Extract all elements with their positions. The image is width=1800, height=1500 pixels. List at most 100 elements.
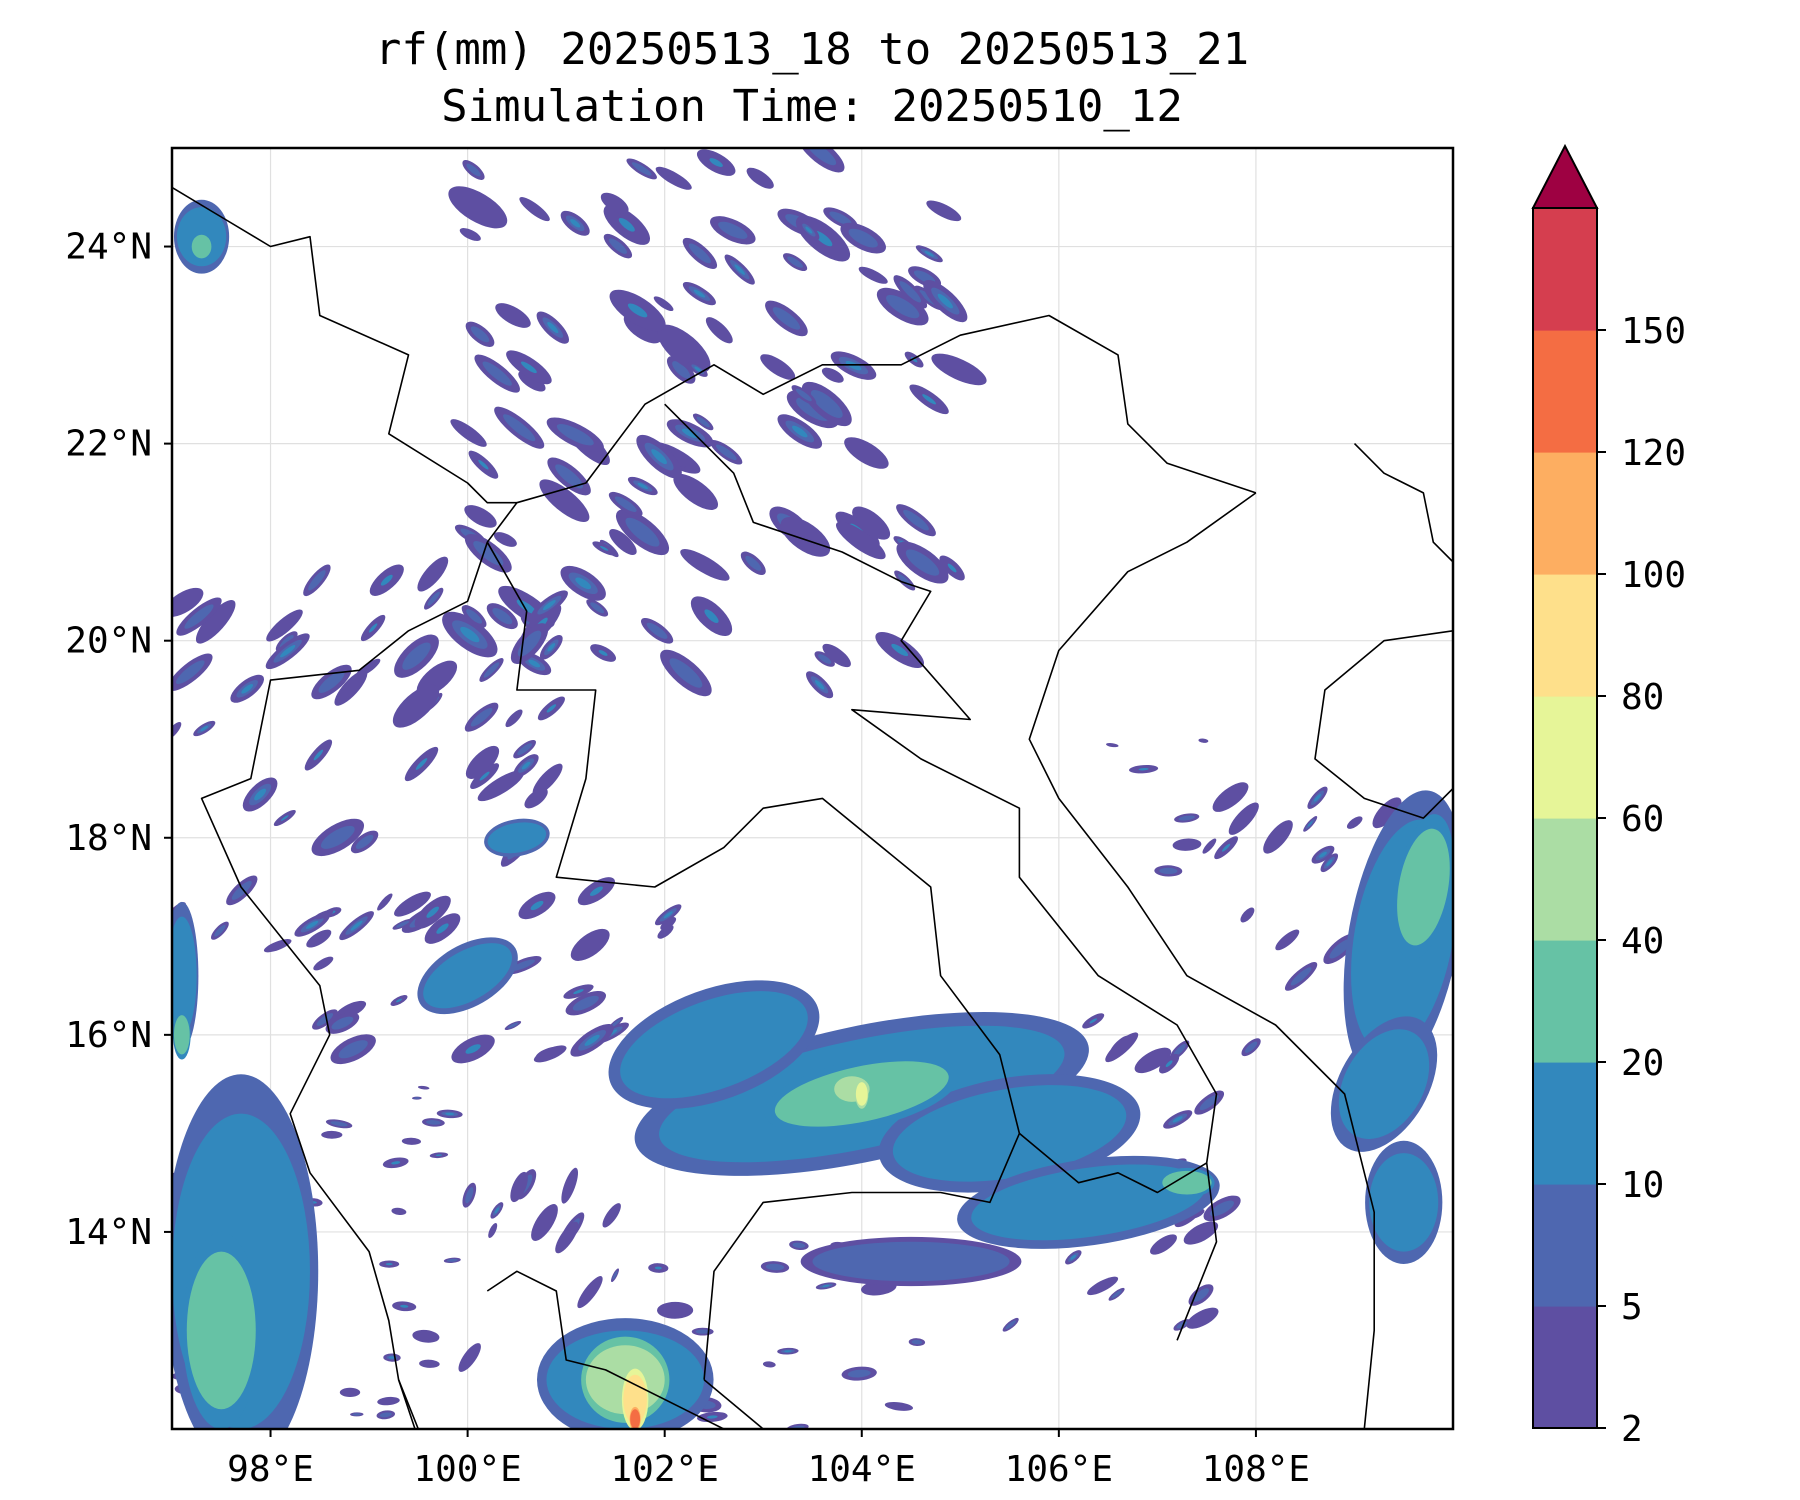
- rain-cell: [518, 891, 556, 920]
- rain-cell: [904, 351, 924, 368]
- rain-cell: [801, 381, 852, 427]
- rain-cell-2mm: [519, 197, 550, 222]
- rain-cell-5mm: [1178, 815, 1195, 821]
- rain-cell: [821, 367, 844, 383]
- rain-cell: [896, 541, 949, 584]
- rain-cell-10mm: [465, 1044, 481, 1054]
- rain-cell: [490, 1202, 504, 1219]
- rain-cell-2mm: [392, 684, 440, 728]
- map-background: [172, 148, 1453, 1429]
- rain-cell-5mm: [184, 604, 214, 629]
- colorbar-tick: 2: [1597, 1409, 1643, 1450]
- rain-cell-2mm: [1150, 1234, 1177, 1255]
- rain-cell: [304, 739, 333, 771]
- border-line: [172, 186, 518, 1429]
- rain-cell-10mm: [350, 920, 363, 931]
- rain-cell: [488, 1222, 498, 1239]
- rain-cell: [195, 600, 236, 644]
- rain-cell-10mm: [600, 546, 609, 551]
- rain-cell-5mm: [688, 243, 711, 264]
- rain-area: [812, 1241, 1010, 1282]
- rain-cell: [1214, 836, 1239, 860]
- colorbar-tick: 80: [1597, 677, 1664, 718]
- lon-tick: 100°E: [413, 1429, 522, 1490]
- rain-cell: [690, 596, 733, 637]
- rain-cell: [814, 651, 835, 667]
- colorbar-tick: 10: [1597, 1165, 1664, 1206]
- rain-cell-2mm: [394, 891, 431, 917]
- rain-cell: [797, 148, 845, 173]
- rain-cell-10mm: [709, 158, 723, 168]
- rain-cell-10mm: [478, 459, 489, 470]
- rain-cell: [1186, 1307, 1219, 1329]
- rain-cell-2mm: [746, 167, 774, 189]
- rain-cell-5mm: [331, 1016, 354, 1030]
- rain-cell-5mm: [352, 1413, 362, 1416]
- colorbar-segment: [1533, 574, 1597, 697]
- rain-area: [423, 943, 513, 1009]
- rain-cell: [1198, 738, 1209, 743]
- rain-cell: [626, 158, 657, 180]
- colorbar-tick-label: 60: [1621, 799, 1664, 840]
- rain-cell-2mm: [531, 1204, 558, 1241]
- rain-cell-5mm: [379, 1412, 392, 1418]
- rain-cell: [350, 1412, 364, 1417]
- rain-cell-5mm: [1005, 1320, 1016, 1330]
- rain-cell: [783, 253, 808, 272]
- rain-cell-2mm: [458, 1343, 481, 1372]
- rain-cell: [273, 809, 296, 827]
- rain-cell-2mm: [705, 317, 733, 344]
- lon-tick: 102°E: [611, 1429, 719, 1490]
- rain-cell: [392, 684, 440, 728]
- rain-cell-10mm: [910, 356, 918, 363]
- rain-cell: [495, 303, 531, 328]
- rain-cell: [760, 354, 796, 380]
- rain-cell: [603, 233, 633, 259]
- rain-cell-10mm: [1070, 1254, 1077, 1260]
- rain-cell-10mm: [814, 680, 825, 690]
- rain-cell: [1129, 764, 1159, 774]
- rain-cell: [1189, 1208, 1205, 1219]
- colorbar-segment: [1533, 208, 1597, 331]
- rain-cell: [226, 875, 258, 906]
- rain-cell-2mm: [680, 549, 730, 581]
- rain-cell-10mm: [1165, 1060, 1173, 1068]
- rain-cell-5mm: [214, 924, 226, 937]
- lon-tick: 108°E: [1202, 1429, 1310, 1490]
- rain-cell-5mm: [503, 414, 536, 442]
- lat-tick: 22°N: [65, 424, 172, 465]
- rain-cell-5mm: [590, 602, 605, 614]
- rain-area: [487, 822, 547, 854]
- rain-cell-5mm: [355, 834, 374, 849]
- rain-cell: [330, 1034, 376, 1065]
- rain-cell-5mm: [715, 444, 737, 461]
- rain-cell-2mm: [1372, 797, 1402, 829]
- rain-cell-2mm: [555, 1221, 579, 1254]
- rain-area: [173, 1015, 190, 1055]
- rain-cell-10mm: [479, 771, 490, 781]
- rain-cell-5mm: [320, 825, 355, 849]
- chart-title-line2: Simulation Time: 20250510_12: [441, 81, 1183, 132]
- rain-cell: [1188, 1284, 1214, 1306]
- rain-cell-10mm: [1172, 1116, 1183, 1123]
- rain-cell: [442, 611, 498, 658]
- rain-cell: [382, 1157, 409, 1169]
- rain-cell: [660, 917, 677, 931]
- rain-cell-10mm: [546, 704, 557, 713]
- rain-cell: [815, 1282, 837, 1290]
- rain-cell-2mm: [313, 956, 334, 971]
- rain-cell-2mm: [465, 745, 500, 779]
- rain-cell: [1263, 820, 1293, 854]
- rain-cell-2mm: [1105, 1032, 1139, 1063]
- rain-cell-10mm: [584, 1034, 600, 1046]
- colorbar-extend-arrow: [1531, 143, 1599, 209]
- rain-cell: [1087, 1276, 1119, 1296]
- rain-cell: [536, 311, 570, 344]
- rain-cell-2mm: [306, 929, 332, 948]
- rain-cell-2mm: [419, 1359, 440, 1368]
- rain-cell: [680, 549, 730, 581]
- rain-cell: [474, 354, 520, 393]
- rain-cell: [560, 210, 590, 236]
- rain-cell: [682, 281, 716, 306]
